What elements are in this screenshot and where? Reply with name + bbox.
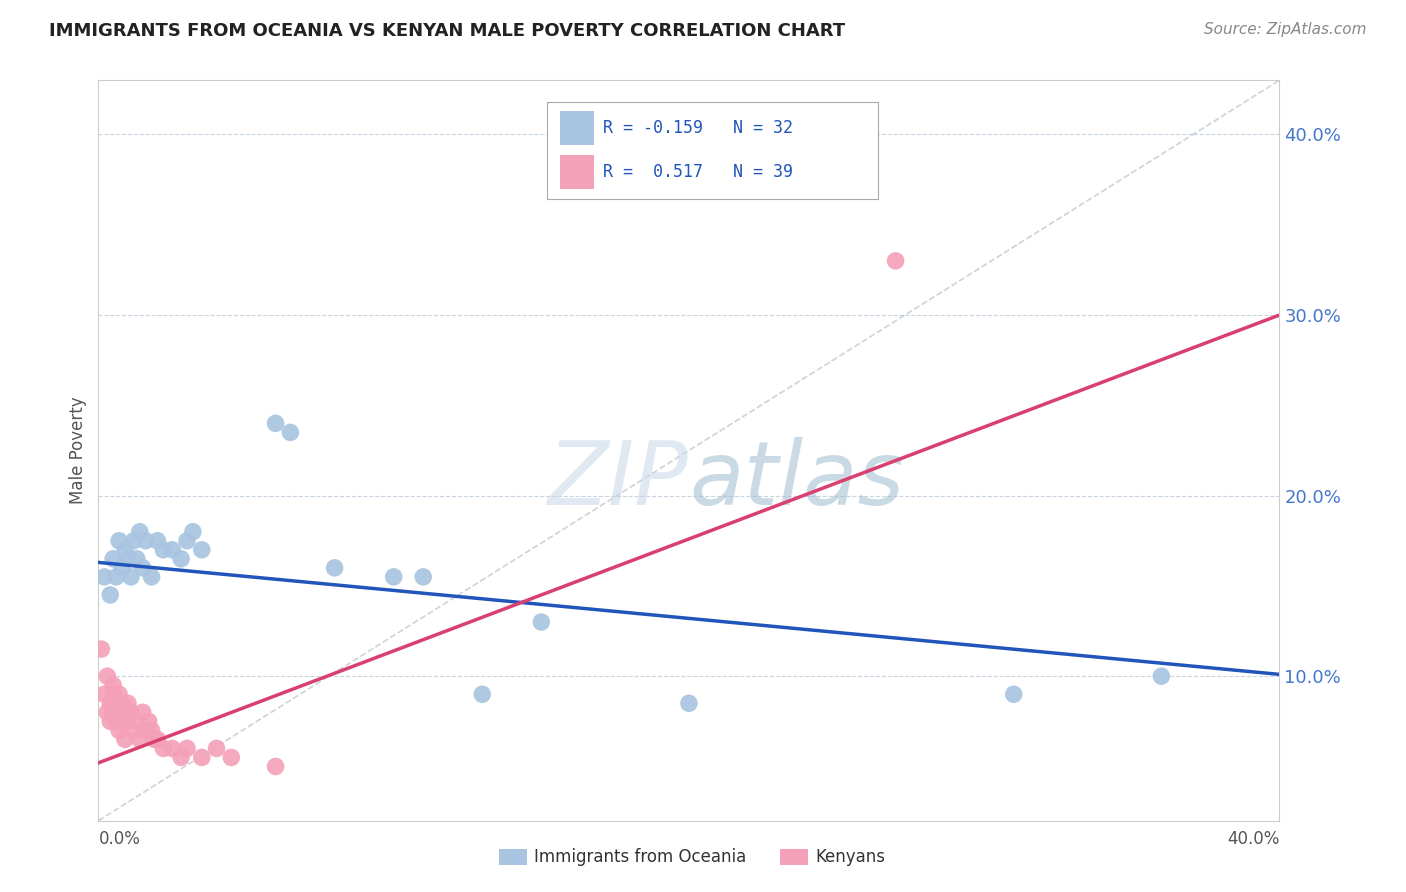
Text: 0.0%: 0.0% [98,830,141,847]
Point [412,570,434,584]
Text: 40.0%: 40.0% [1227,830,1279,847]
Point [181,524,204,539]
Point [114,542,136,557]
Point [176,741,198,756]
Point [103,678,125,692]
Point [122,723,145,738]
Point [98,714,121,729]
Point [128,732,150,747]
Point [170,551,193,566]
Text: IMMIGRANTS FROM OCEANIA VS KENYAN MALE POVERTY CORRELATION CHART: IMMIGRANTS FROM OCEANIA VS KENYAN MALE P… [49,22,845,40]
Point [264,759,287,773]
Point [108,723,131,738]
Point [111,561,134,575]
Point [105,714,128,729]
Point [152,542,174,557]
Point [135,723,157,738]
Point [122,533,145,548]
Point [141,723,163,738]
Point [176,533,198,548]
Point [146,533,169,548]
Point [96,669,118,683]
Point [191,750,214,764]
Point [114,706,136,720]
Point [221,750,243,764]
Point [678,696,700,710]
Point [114,732,136,747]
Point [162,741,183,756]
Text: ZIP: ZIP [548,437,689,523]
Text: atlas: atlas [689,437,904,523]
Point [141,570,163,584]
Point [132,561,155,575]
Point [530,615,553,629]
Point [143,732,166,747]
Point [471,687,494,701]
Point [98,696,121,710]
Point [120,706,142,720]
Point [125,714,148,729]
Point [1002,687,1025,701]
Point [146,732,169,747]
Point [138,714,160,729]
Point [1150,669,1173,683]
Point [103,687,125,701]
Point [117,714,139,729]
Point [93,570,115,584]
Point [132,706,155,720]
Point [120,570,142,584]
Point [152,741,174,756]
Point [96,706,118,720]
Point [191,542,214,557]
Point [323,561,346,575]
Point [108,533,131,548]
Point [98,588,121,602]
Point [125,551,148,566]
Text: Source: ZipAtlas.com: Source: ZipAtlas.com [1204,22,1367,37]
Point [205,741,228,756]
Point [103,706,125,720]
Point [108,706,131,720]
Point [170,750,193,764]
Point [162,542,183,557]
Point [90,642,112,657]
Point [111,696,134,710]
Point [93,687,115,701]
Point [105,696,128,710]
Point [117,551,139,566]
Text: Immigrants from Oceania: Immigrants from Oceania [534,848,747,866]
Point [103,551,125,566]
Point [264,417,287,431]
Text: Kenyans: Kenyans [815,848,886,866]
Point [128,524,150,539]
Point [105,570,128,584]
Point [108,687,131,701]
Point [382,570,405,584]
Point [884,253,907,268]
Point [111,714,134,729]
Y-axis label: Male Poverty: Male Poverty [69,397,87,504]
Point [135,533,157,548]
Point [280,425,302,440]
Point [117,696,139,710]
